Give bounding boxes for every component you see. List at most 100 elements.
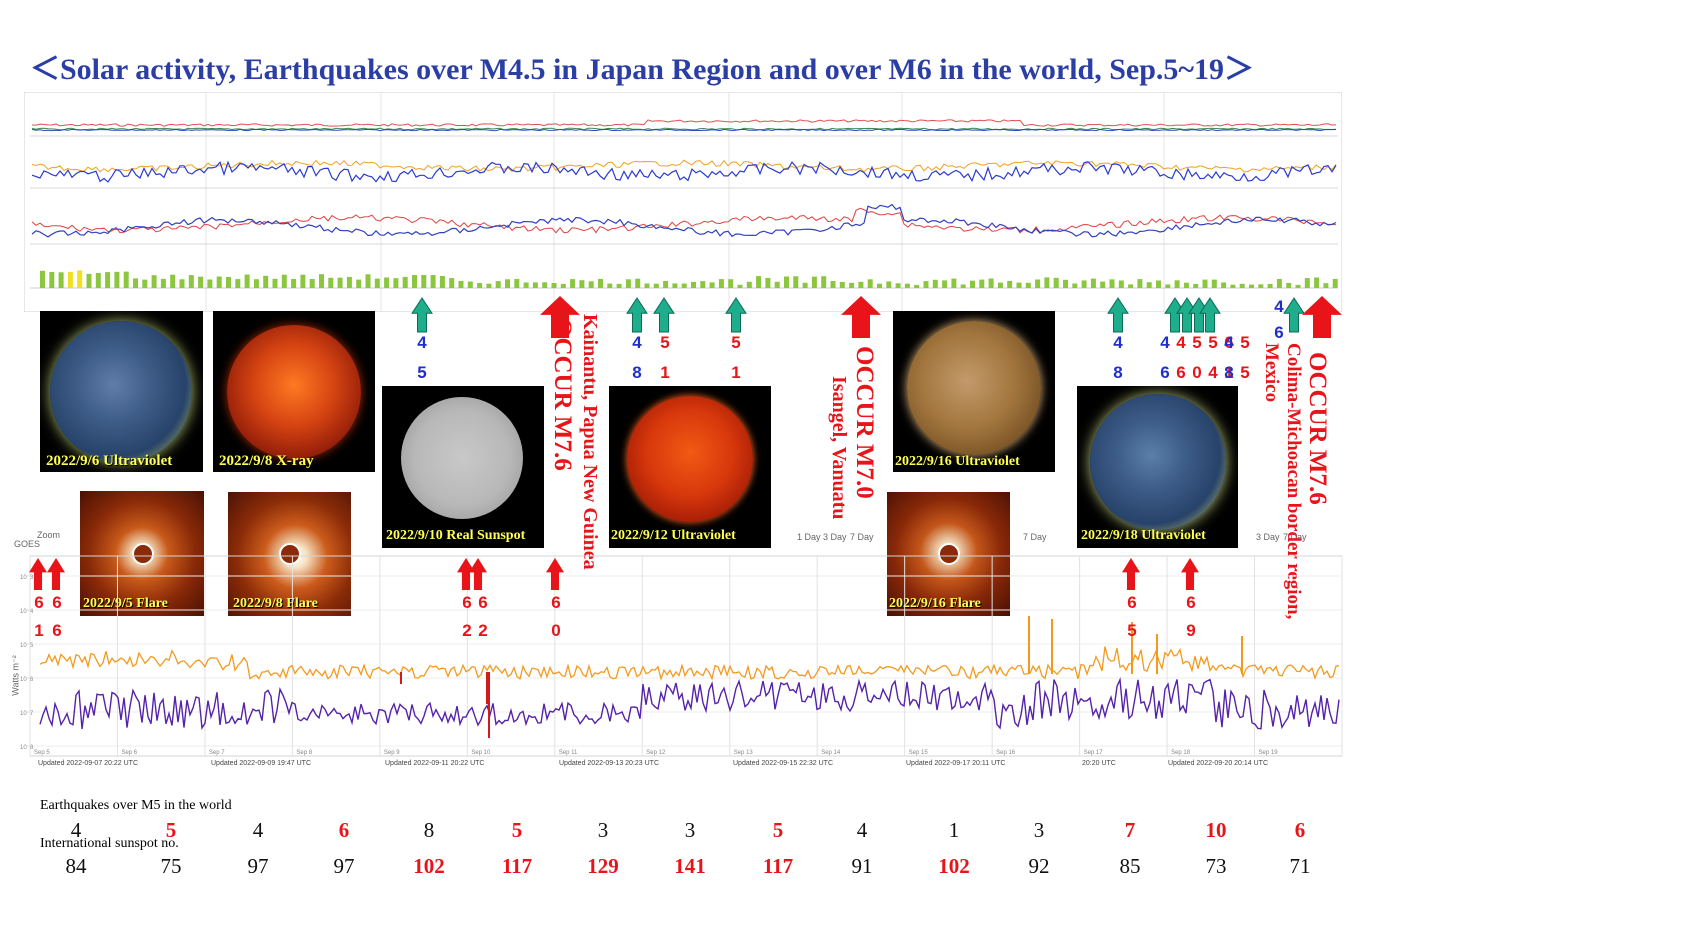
goes-updated-0: Updated 2022-09-07 20:22 UTC — [38, 760, 138, 767]
caption-uv-0906: 2022/9/6 Ultraviolet — [46, 453, 173, 469]
kp-bar-47 — [477, 283, 483, 288]
world-quake-top-5: 6 — [1127, 593, 1137, 612]
japan-quake-bottom-7: 0 — [1192, 363, 1202, 382]
kp-bar-127 — [1221, 282, 1227, 288]
green-arrow-8 — [1199, 297, 1221, 333]
japan-quake-bottom-3: 1 — [731, 363, 741, 382]
japan-quake-top-5: 4 — [1160, 333, 1170, 352]
japan-quake-top-10: 4 — [1224, 333, 1234, 352]
kp-bar-119 — [1146, 282, 1152, 288]
kp-bar-117 — [1128, 284, 1134, 288]
goes-xtick-1: Sep 6 — [121, 750, 137, 756]
kp-bar-8 — [114, 271, 120, 288]
goes-xtick-11: Sep 16 — [996, 750, 1016, 756]
kp-bar-102 — [988, 278, 994, 288]
kp-bar-137 — [1314, 277, 1320, 288]
world-quake-bottom-4: 0 — [551, 621, 561, 640]
world-quake-bottom-3: 2 — [478, 621, 488, 640]
world-quake-top-0: 6 — [34, 593, 44, 612]
kp-bar-70 — [691, 281, 696, 288]
kp-bar-107 — [1035, 279, 1041, 288]
sunspot-count-3: 97 — [333, 854, 355, 878]
kp-bar-126 — [1211, 279, 1217, 288]
kp-bar-76 — [746, 281, 752, 288]
kp-bar-51 — [514, 279, 520, 288]
goes-xtick-10: Sep 15 — [909, 750, 929, 756]
mag-row-series-1 — [31, 203, 1337, 238]
kp-bar-85 — [830, 281, 836, 288]
japan-quake-bottom-2: 1 — [660, 363, 670, 382]
kp-bar-105 — [1016, 282, 1022, 288]
goes-btn-7day-3[interactable]: 7 Day — [1283, 532, 1307, 542]
kp-bar-14 — [170, 274, 176, 288]
kp-bar-24 — [263, 275, 269, 288]
world-eq-count-12: 7 — [1124, 818, 1136, 842]
kp-bar-63 — [625, 279, 631, 288]
goes-btn-3day[interactable]: 3 Day — [823, 532, 847, 542]
kp-bar-132 — [1267, 284, 1273, 288]
kp-bar-96 — [932, 279, 938, 288]
kp-bar-53 — [532, 282, 538, 288]
kp-bar-52 — [523, 282, 529, 288]
goes-btn-3day-2[interactable]: 3 Day — [1256, 532, 1280, 542]
kp-bar-133 — [1276, 278, 1282, 288]
kp-bar-1 — [49, 272, 55, 288]
label-sunspot: International sunspot no. — [40, 836, 179, 851]
kp-bar-16 — [188, 275, 194, 288]
kp-bar-31 — [328, 277, 334, 288]
world-quake-arrow-2 — [457, 558, 475, 590]
world-eq-count-1: 5 — [165, 818, 177, 842]
world-quake-top-4: 6 — [551, 593, 561, 612]
kp-bar-45 — [458, 280, 464, 288]
world-quake-bottom-1: 6 — [52, 621, 62, 640]
caption-uv-0912: 2022/9/12 Ultraviolet — [611, 528, 736, 543]
goes-xtick-13: Sep 18 — [1171, 750, 1191, 756]
kp-bar-99 — [960, 284, 966, 288]
space-weather-panel — [24, 92, 1342, 312]
goes-xtick-6: Sep 11 — [559, 750, 578, 756]
kp-bar-121 — [1165, 284, 1171, 288]
kp-bar-34 — [356, 279, 362, 288]
japan-quake-top-8: 5 — [1208, 333, 1218, 352]
world-eq-count-11: 3 — [1033, 818, 1045, 842]
kp-bar-103 — [997, 282, 1003, 288]
sunspot-count-7: 141 — [674, 854, 706, 878]
kp-bar-49 — [495, 281, 501, 288]
kp-bar-17 — [198, 276, 204, 288]
japan-quake-top-7: 5 — [1192, 333, 1202, 352]
kp-bar-4 — [77, 270, 83, 288]
kp-bar-30 — [319, 274, 324, 288]
sunspot-count-12: 85 — [1119, 854, 1141, 878]
kp-bar-37 — [384, 277, 390, 288]
caption-flare-0916: 2022/9/16 Flare — [889, 596, 981, 611]
goes-updated-4: Updated 2022-09-15 22:32 UTC — [733, 760, 833, 767]
kp-bar-9 — [123, 271, 129, 288]
flare-image-0905: 2022/9/5 Flare — [80, 491, 204, 616]
kp-bar-41 — [421, 275, 427, 288]
goes-btn-7day-2[interactable]: 7 Day — [1023, 532, 1047, 542]
japan-quake-bottom-1: 8 — [632, 363, 642, 382]
world-quake-bottom-2: 2 — [462, 621, 472, 640]
kp-bar-113 — [1090, 278, 1096, 288]
goes-ytick-3: 10⁻6 — [20, 677, 34, 683]
goes-label: GOES — [14, 539, 41, 549]
goes-xtick-7: Sep 12 — [646, 750, 666, 756]
kp-bar-86 — [839, 281, 845, 288]
kp-bar-5 — [86, 273, 92, 288]
event-occur-png: OCCUR M7.6 — [549, 318, 576, 471]
event-place-vanuatu: Isangel, Vanuatu — [828, 376, 850, 520]
goes-btn-7day[interactable]: 7 Day — [850, 532, 874, 542]
world-quake-top-2: 6 — [462, 593, 472, 612]
kp-bar-29 — [309, 279, 315, 288]
caption-uv-0916: 2022/9/16 Ultraviolet — [895, 454, 1020, 469]
kp-bar-112 — [1081, 280, 1087, 288]
world-quake-arrow-6 — [1181, 558, 1199, 590]
flare-image-0916: 2022/9/16 Flare — [887, 492, 1010, 616]
kp-bar-75 — [737, 284, 743, 288]
kp-bar-39 — [402, 276, 408, 288]
kp-bar-33 — [346, 276, 352, 288]
kp-bar-68 — [672, 283, 678, 288]
goes-btn-1day[interactable]: 1 Day — [797, 532, 821, 542]
goes-xtick-8: Sep 13 — [734, 750, 754, 756]
kp-bar-22 — [244, 274, 250, 288]
